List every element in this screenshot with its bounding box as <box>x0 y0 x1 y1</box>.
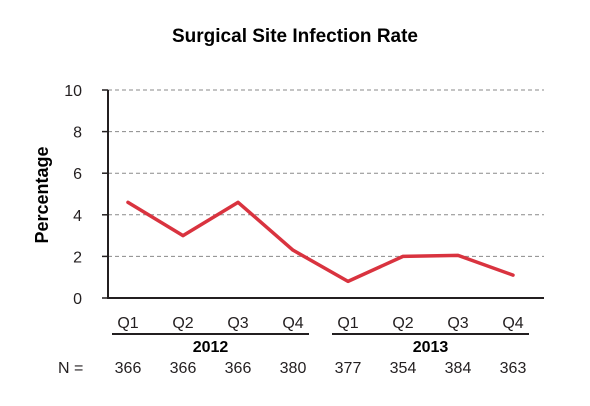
data-point <box>401 254 405 258</box>
series-group <box>126 200 515 284</box>
data-point <box>126 200 130 204</box>
x-tick-labels: Q1 Q2 Q3 Q4 Q1 Q2 Q3 Q4 <box>117 315 523 332</box>
data-point <box>456 253 460 257</box>
x-tick-label: Q2 <box>172 315 193 332</box>
chart-title: Surgical Site Infection Rate <box>172 26 418 47</box>
y-tick-label: 2 <box>73 249 82 266</box>
y-tick-label: 8 <box>73 125 82 142</box>
gridlines <box>102 89 544 299</box>
n-value: 354 <box>390 360 417 377</box>
n-value: 384 <box>445 360 472 377</box>
y-tick-label: 4 <box>73 208 82 225</box>
y-tick-label: 0 <box>73 291 82 308</box>
x-tick-label: Q4 <box>282 315 303 332</box>
y-axis-label: Percentage <box>32 146 52 243</box>
n-value: 380 <box>280 360 307 377</box>
y-tick-label: 6 <box>73 166 82 183</box>
x-tick-label: Q3 <box>227 315 248 332</box>
year-group-label: 2012 <box>193 339 229 356</box>
n-value: 377 <box>335 360 362 377</box>
x-tick-label: Q3 <box>447 315 468 332</box>
series-line <box>126 200 515 284</box>
n-label: N = <box>58 360 83 377</box>
year-group-label: 2013 <box>413 339 449 356</box>
n-values: 366 366 366 380 377 354 384 363 <box>115 360 527 377</box>
x-tick-label: Q4 <box>502 315 523 332</box>
n-value: 366 <box>170 360 197 377</box>
n-value: 366 <box>115 360 142 377</box>
y-tick-label: 10 <box>64 83 82 100</box>
x-tick-label: Q2 <box>392 315 413 332</box>
data-point <box>181 234 185 238</box>
data-point <box>346 279 350 283</box>
y-tick-labels: 0 2 4 6 8 10 <box>64 83 82 308</box>
x-tick-label: Q1 <box>337 315 358 332</box>
data-point <box>511 273 515 277</box>
x-tick-label: Q1 <box>117 315 138 332</box>
n-value: 363 <box>500 360 527 377</box>
n-value: 366 <box>225 360 252 377</box>
data-point <box>236 200 240 204</box>
year-groups: 2012 2013 <box>112 333 529 356</box>
data-point <box>291 248 295 252</box>
